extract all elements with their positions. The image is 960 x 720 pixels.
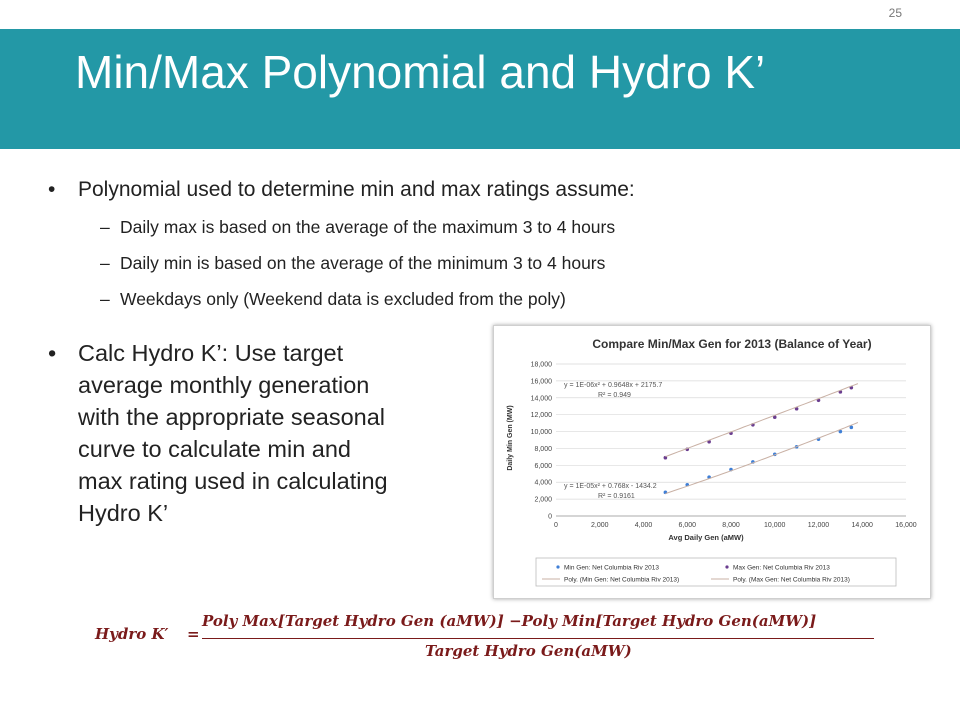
sub-bullet-daily-max: – Daily max is based on the average of t… [48, 209, 928, 245]
sub-bullet-weekdays: – Weekdays only (Weekend data is exclude… [48, 281, 928, 317]
bullet-line: Calc Hydro K’: Use target [78, 340, 344, 366]
legend-poly-min-label: Poly. (Min Gen: Net Columbia Riv 2013) [564, 577, 679, 584]
bullet-line: max rating used in calculating [78, 468, 388, 494]
sub-bullet-text: Daily min is based on the average of the… [120, 253, 606, 273]
x-tick-label: 16,000 [895, 522, 917, 529]
chart-title: Compare Min/Max Gen for 2013 (Balance of… [592, 337, 871, 351]
chart-y-ticks: 0 2,000 4,000 6,000 8,000 10,000 12,000 14,000 1… [531, 362, 553, 521]
x-tick-label: 6,000 [678, 522, 696, 529]
x-tick-label: 4,000 [635, 522, 653, 529]
chart-points [663, 385, 854, 495]
data-point [849, 425, 854, 430]
x-tick-label: 14,000 [852, 522, 874, 529]
data-point [838, 429, 843, 434]
hydro-k-formula: Hydro K′ = Poly Max[Target Hydro Gen (aM… [95, 612, 885, 672]
bullet-glyph: • [48, 178, 56, 201]
legend-max-label: Max Gen: Net Columbia Riv 2013 [733, 565, 830, 572]
legend-poly-max-label: Poly. (Max Gen: Net Columbia Riv 2013) [733, 577, 850, 584]
dash-glyph: – [100, 217, 110, 237]
legend-max-marker [725, 565, 729, 569]
y-tick-label: 2,000 [534, 497, 552, 504]
x-tick-label: 10,000 [764, 522, 786, 529]
y-tick-label: 4,000 [534, 480, 552, 487]
chart-y-axis-label: Daily Min Gen (MW) [507, 405, 514, 470]
trendline [665, 422, 859, 495]
y-tick-label: 16,000 [531, 378, 553, 385]
legend-min-marker [556, 565, 560, 569]
bullet-line: Hydro K’ [78, 500, 169, 526]
chart-x-ticks: 0 2,000 4,000 6,000 8,000 10,000 12,000 14,000 1… [554, 522, 917, 529]
sub-bullet-text: Daily max is based on the average of the… [120, 217, 616, 237]
y-tick-label: 14,000 [531, 395, 553, 402]
y-tick-label: 6,000 [534, 463, 552, 470]
x-tick-label: 8,000 [722, 522, 740, 529]
min-trend-r2: R² = 0.9161 [598, 493, 635, 500]
max-trend-r2: R² = 0.949 [598, 392, 631, 399]
chart-trendlines [665, 383, 859, 495]
bullet-glyph: • [48, 340, 57, 366]
data-point [772, 415, 777, 419]
formula-numerator: Poly Max[Target Hydro Gen (aMW)] −Poly M… [202, 612, 817, 630]
slide-number: 25 [888, 6, 902, 20]
y-tick-label: 8,000 [534, 446, 552, 453]
formula-fraction-bar [202, 638, 874, 639]
y-tick-label: 10,000 [531, 429, 553, 436]
bullet-line: curve to calculate min and [78, 436, 352, 462]
bullet-calc-hydro-k: • Calc Hydro K’: Use target average mont… [48, 337, 478, 529]
legend-box [535, 557, 897, 587]
slide-title: Min/Max Polynomial and Hydro K’ [75, 46, 766, 98]
sub-bullet-text: Weekdays only (Weekend data is excluded … [120, 289, 566, 309]
bullet-list: • Polynomial used to determine min and m… [48, 175, 928, 317]
x-tick-label: 12,000 [808, 522, 830, 529]
bullet-line: average monthly generation [78, 372, 370, 398]
y-tick-label: 18,000 [531, 362, 553, 369]
formula-equals: = [187, 625, 200, 643]
sub-bullet-daily-min: – Daily min is based on the average of t… [48, 245, 928, 281]
formula-lhs: Hydro K′ [95, 625, 169, 643]
min-trend-equation: y = 1E-05x² + 0.768x - 1434.2 [564, 483, 657, 490]
y-tick-label: 12,000 [531, 412, 553, 419]
chart-x-axis-label: Avg Daily Gen (aMW) [668, 533, 744, 542]
trendline [665, 383, 859, 458]
bullet-line: with the appropriate seasonal [78, 404, 386, 430]
y-tick-label: 0 [548, 514, 552, 521]
chart-legend: Min Gen: Net Columbia Riv 2013 Max Gen: … [535, 557, 897, 587]
dash-glyph: – [100, 253, 110, 273]
max-trend-equation: y = 1E-06x² + 0.9648x + 2175.7 [564, 382, 662, 389]
scatter-chart: Compare Min/Max Gen for 2013 (Balance of… [507, 337, 917, 587]
x-tick-label: 0 [554, 522, 558, 529]
formula-denominator: Target Hydro Gen(aMW) [425, 642, 632, 660]
legend-min-label: Min Gen: Net Columbia Riv 2013 [564, 565, 659, 572]
x-tick-label: 2,000 [591, 522, 609, 529]
chart-image: Compare Min/Max Gen for 2013 (Balance of… [493, 325, 931, 599]
bullet-text: Polynomial used to determine min and max… [78, 178, 635, 201]
dash-glyph: – [100, 289, 110, 309]
bullet-polynomial: • Polynomial used to determine min and m… [48, 175, 928, 205]
title-bar: Min/Max Polynomial and Hydro K’ [0, 29, 960, 149]
